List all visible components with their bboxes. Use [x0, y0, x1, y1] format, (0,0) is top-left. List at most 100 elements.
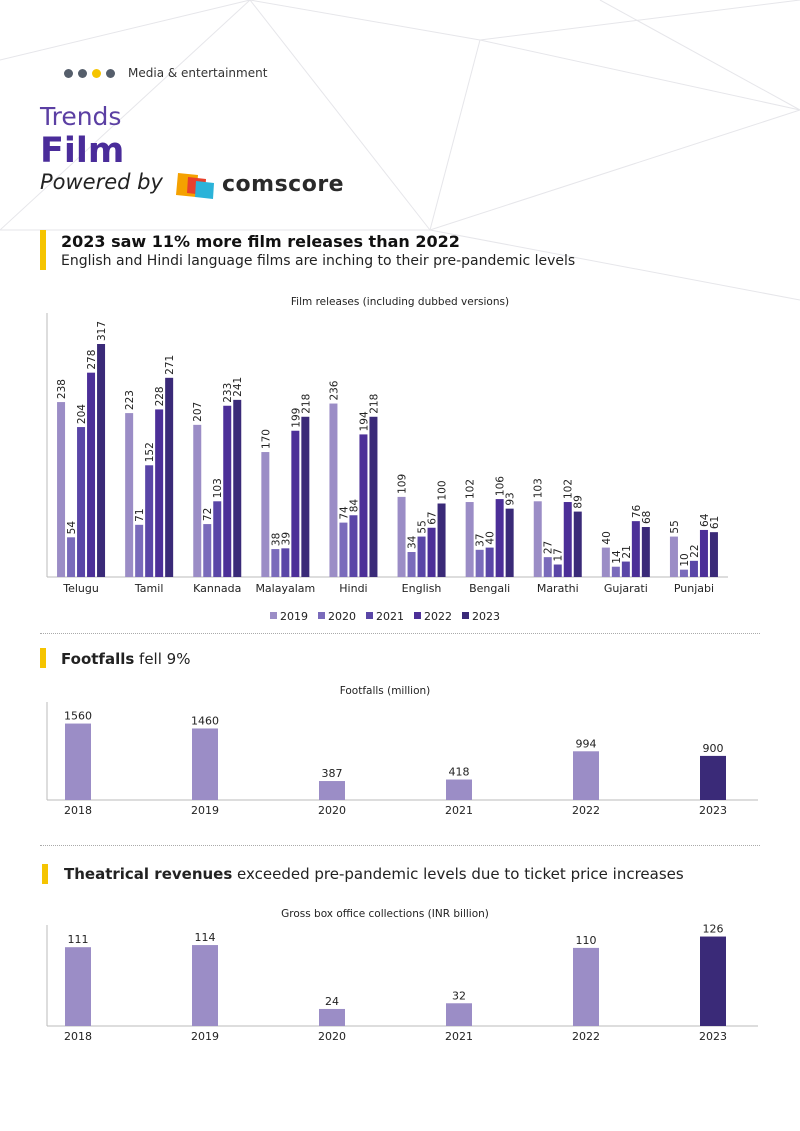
chart-title: Film releases (including dubbed versions… — [291, 296, 509, 308]
page-title: Film — [40, 131, 125, 171]
trends-label: Trends — [40, 102, 122, 131]
data-label: 39 — [280, 532, 292, 545]
data-label: 228 — [154, 386, 166, 406]
x-tick-label: English — [402, 582, 442, 595]
data-label: 109 — [397, 474, 409, 494]
bar — [397, 496, 406, 577]
bar — [689, 560, 698, 577]
footfalls-chart: Footfalls (million) 1560 2018 1460 2019 387 20… — [46, 685, 758, 817]
bar — [543, 557, 552, 577]
data-label: 40 — [601, 531, 613, 544]
x-tick-label: Malayalam — [255, 582, 315, 595]
data-label: 207 — [192, 402, 204, 422]
dot-icon — [106, 68, 115, 78]
bar — [261, 452, 270, 577]
data-label: 278 — [86, 350, 98, 370]
bar — [165, 377, 174, 577]
data-label: 241 — [232, 377, 244, 397]
data-label: 106 — [495, 476, 507, 496]
data-label: 55 — [417, 520, 429, 533]
legend-label: 2020 — [328, 610, 356, 623]
data-label: 102 — [563, 479, 575, 499]
section-marker — [42, 864, 48, 884]
bar — [621, 561, 630, 577]
dot-icon — [64, 68, 73, 78]
data-label: 17 — [553, 548, 565, 561]
data-label: 37 — [475, 533, 487, 546]
legend-label: 2022 — [424, 610, 452, 623]
bar — [203, 524, 212, 577]
data-label: 55 — [669, 520, 681, 533]
data-label: 152 — [144, 442, 156, 462]
box-office-chart: Gross box office collections (INR billio… — [46, 908, 758, 1043]
bar — [553, 564, 562, 577]
data-label: 387 — [322, 767, 343, 780]
section3-bold: Theatrical revenues — [64, 865, 233, 883]
x-tick-label: 2022 — [572, 1030, 600, 1043]
bar — [281, 548, 290, 577]
data-label: 418 — [449, 766, 470, 779]
data-label: 22 — [689, 544, 701, 557]
data-label: 24 — [325, 995, 339, 1008]
category-label: Media & entertainment — [128, 66, 268, 80]
data-label: 111 — [68, 933, 89, 946]
data-label: 199 — [290, 408, 302, 428]
bar — [709, 532, 718, 577]
bar — [135, 524, 144, 577]
data-label: 103 — [533, 478, 545, 498]
data-label: 14 — [611, 550, 623, 564]
dot-icon — [78, 68, 87, 78]
divider — [40, 633, 760, 634]
data-label: 271 — [164, 355, 176, 375]
data-label: 68 — [641, 511, 653, 524]
bar — [465, 502, 474, 577]
bar — [669, 536, 678, 577]
chart-title: Gross box office collections (INR billio… — [281, 908, 489, 920]
data-label: 317 — [96, 321, 108, 341]
x-tick-label: Bengali — [469, 582, 510, 595]
bar — [407, 552, 416, 577]
data-label: 10 — [679, 553, 691, 566]
x-tick-label: 2021 — [445, 1030, 473, 1043]
data-label: 71 — [134, 508, 146, 521]
bar — [155, 409, 164, 577]
bar — [87, 372, 96, 577]
bar — [573, 751, 599, 800]
legend-label: 2021 — [376, 610, 404, 623]
section2-bold: Footfalls — [61, 650, 135, 668]
data-label: 900 — [703, 742, 724, 755]
bar — [57, 402, 66, 577]
data-label: 89 — [573, 495, 585, 508]
bar — [193, 424, 202, 577]
data-label: 103 — [212, 478, 224, 498]
data-label: 74 — [338, 506, 350, 520]
chart-title: Footfalls (million) — [340, 685, 431, 697]
bar — [495, 499, 504, 577]
data-label: 40 — [485, 531, 497, 544]
section2-heading: Footfalls fell 9% — [61, 650, 190, 668]
data-label: 100 — [437, 480, 449, 500]
bar — [679, 569, 688, 577]
legend-swatch — [366, 612, 373, 619]
legend-swatch — [318, 612, 325, 619]
bar — [319, 1008, 345, 1026]
data-label: 84 — [348, 499, 360, 513]
x-tick-label: 2022 — [572, 804, 600, 817]
bar — [417, 536, 426, 577]
comscore-logo-text: comscore — [222, 172, 345, 197]
bar — [271, 549, 280, 577]
data-label: 76 — [631, 504, 643, 518]
section-marker — [40, 648, 46, 668]
data-label: 126 — [703, 923, 724, 936]
x-tick-label: 2019 — [191, 1030, 219, 1043]
legend-label: 2019 — [280, 610, 308, 623]
bar — [359, 434, 368, 577]
bar — [319, 781, 345, 800]
bar — [65, 723, 91, 800]
bar — [233, 399, 242, 577]
dot-icon — [92, 68, 101, 78]
bar — [67, 537, 76, 577]
bar — [563, 502, 572, 577]
bar — [145, 465, 154, 577]
bar — [700, 936, 726, 1026]
